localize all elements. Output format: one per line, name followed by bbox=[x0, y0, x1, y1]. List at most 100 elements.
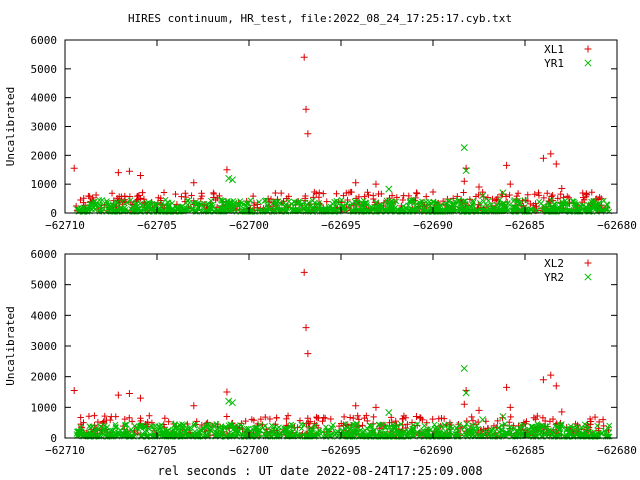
x-tick-label: −62690 bbox=[413, 219, 453, 232]
data-point-xl1-20 bbox=[558, 184, 566, 192]
x-tick-label: −62685 bbox=[505, 444, 545, 457]
y-axis-label: Uncalibrated bbox=[4, 306, 17, 385]
y-tick-label: 5000 bbox=[31, 63, 58, 76]
noise-band-2 bbox=[73, 412, 613, 440]
data-point-xl2-10 bbox=[372, 403, 380, 411]
y-tick-label: 6000 bbox=[31, 248, 58, 261]
data-point-yr2-5 bbox=[479, 416, 487, 424]
noise-band-1 bbox=[72, 188, 613, 215]
legend-marker-xl1 bbox=[584, 45, 592, 53]
series-yr1 bbox=[225, 143, 507, 200]
data-point-xl2-12 bbox=[460, 400, 468, 408]
y-tick-label: 2000 bbox=[31, 149, 58, 162]
series-yr2 bbox=[225, 364, 507, 424]
data-point-xl1-11 bbox=[412, 189, 420, 197]
y-axis-label: Uncalibrated bbox=[4, 87, 17, 166]
data-point-xl2-5 bbox=[223, 388, 231, 396]
data-point-xl1-17 bbox=[539, 154, 547, 162]
data-point-xl1-9 bbox=[352, 179, 360, 187]
data-point-xl1-8 bbox=[304, 130, 312, 138]
legend-marker-yr2 bbox=[584, 273, 592, 281]
y-tick-label: 4000 bbox=[31, 92, 58, 105]
series-xl2 bbox=[70, 268, 566, 421]
data-point-xl1-12 bbox=[460, 177, 468, 185]
data-point-xl2-0 bbox=[70, 386, 78, 394]
data-point-xl1-10 bbox=[372, 180, 380, 188]
data-point-xl1-16 bbox=[506, 180, 514, 188]
data-point-xl2-17 bbox=[539, 376, 547, 384]
legend-marker-yr1 bbox=[584, 59, 592, 67]
data-point-xl2-9 bbox=[352, 402, 360, 410]
data-point-xl2-3 bbox=[136, 394, 144, 402]
data-point-xl1-7 bbox=[302, 105, 310, 113]
data-point-xl2-6 bbox=[300, 268, 308, 276]
data-point-xl1-5 bbox=[223, 166, 231, 174]
data-point-xl2-4 bbox=[190, 402, 198, 410]
noise-green-marks bbox=[74, 196, 613, 215]
data-point-xl1-6 bbox=[300, 53, 308, 61]
data-point-xl1-1 bbox=[114, 169, 122, 177]
data-point-xl2-8 bbox=[304, 350, 312, 358]
y-tick-label: 0 bbox=[50, 207, 57, 220]
y-tick-label: 3000 bbox=[31, 340, 58, 353]
data-point-xl2-7 bbox=[302, 324, 310, 332]
data-point-yr2-3 bbox=[460, 364, 468, 372]
data-point-yr2-4 bbox=[462, 389, 470, 397]
data-point-xl2-18 bbox=[547, 371, 555, 379]
legend-label-yr1: YR1 bbox=[544, 57, 564, 70]
legend-label-xl2: XL2 bbox=[544, 257, 564, 270]
data-point-xl2-14 bbox=[475, 406, 483, 414]
x-tick-label: −62695 bbox=[321, 219, 361, 232]
data-point-xl1-15 bbox=[503, 161, 511, 169]
y-tick-label: 0 bbox=[50, 432, 57, 445]
data-point-yr2-6 bbox=[499, 412, 507, 421]
y-tick-label: 5000 bbox=[31, 279, 58, 292]
noise-green-marks bbox=[73, 420, 613, 440]
x-tick-label: −62685 bbox=[505, 219, 545, 232]
data-point-xl1-18 bbox=[547, 150, 555, 158]
x-tick-label: −62695 bbox=[321, 444, 361, 457]
data-point-yr1-3 bbox=[460, 143, 468, 152]
y-tick-label: 1000 bbox=[31, 178, 58, 191]
data-point-xl2-16 bbox=[506, 403, 514, 411]
y-tick-label: 6000 bbox=[31, 34, 58, 47]
data-point-xl2-11 bbox=[412, 413, 420, 421]
data-point-yr1-2 bbox=[385, 185, 393, 193]
x-tick-label: −62705 bbox=[137, 219, 177, 232]
legend-label-xl1: XL1 bbox=[544, 43, 564, 56]
data-point-xl2-20 bbox=[558, 408, 566, 416]
data-point-yr1-5 bbox=[479, 192, 487, 200]
data-point-yr1-6 bbox=[499, 189, 507, 197]
plot-frame-2 bbox=[64, 253, 618, 439]
data-point-xl2-2 bbox=[125, 390, 133, 398]
x-tick-label: −62690 bbox=[413, 444, 453, 457]
x-axis-label: rel seconds : UT date 2022-08-24T17:25:0… bbox=[157, 464, 483, 478]
x-tick-label: −62700 bbox=[229, 219, 269, 232]
plot-frame-1 bbox=[64, 39, 618, 214]
y-tick-label: 3000 bbox=[31, 121, 58, 134]
data-point-xl2-19 bbox=[552, 382, 560, 390]
x-tick-label: −62710 bbox=[45, 219, 85, 232]
data-point-xl1-4 bbox=[190, 179, 198, 187]
legend-marker-xl2 bbox=[584, 259, 592, 267]
x-tick-label: −62705 bbox=[137, 444, 177, 457]
data-point-yr1-1 bbox=[228, 176, 236, 184]
y-tick-label: 4000 bbox=[31, 309, 58, 322]
series-xl1 bbox=[70, 53, 566, 197]
data-point-yr2-1 bbox=[228, 399, 236, 407]
data-point-xl2-15 bbox=[503, 383, 511, 391]
plot-panel-1: −62710 −62705 −62700 −62695 −62690 −62685 −626… bbox=[4, 34, 637, 232]
x-tick-label: −62710 bbox=[45, 444, 85, 457]
chart-title: HIRES continuum, HR_test, file:2022_08_2… bbox=[127, 12, 513, 25]
data-point-xl2-1 bbox=[114, 391, 122, 399]
data-point-yr2-2 bbox=[385, 408, 393, 417]
legend-label-yr2: YR2 bbox=[544, 271, 564, 284]
y-tick-label: 1000 bbox=[31, 401, 58, 414]
plot-panel-2: −62710 −62705 −62700 −62695 −62690 −62685 −626… bbox=[4, 248, 637, 457]
x-tick-label: −62680 bbox=[597, 219, 637, 232]
data-point-xl1-19 bbox=[552, 160, 560, 168]
data-point-yr1-4 bbox=[462, 167, 470, 175]
